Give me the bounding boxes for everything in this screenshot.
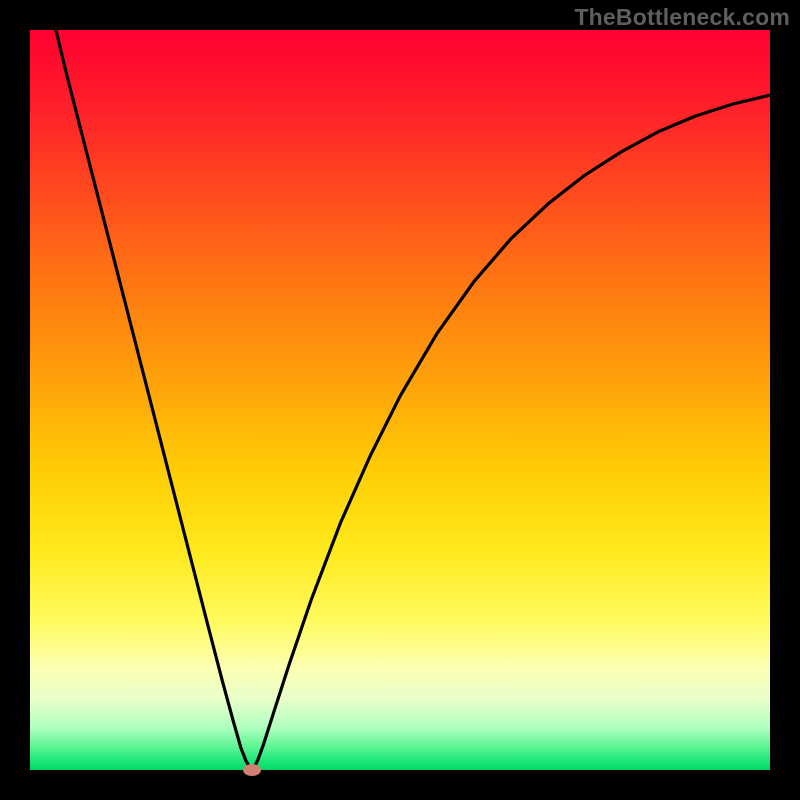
watermark-text: TheBottleneck.com	[574, 4, 790, 31]
bottleneck-curve	[30, 30, 770, 770]
chart-outer-frame: TheBottleneck.com	[0, 0, 800, 800]
minimum-marker	[243, 764, 261, 776]
plot-area	[30, 30, 770, 770]
